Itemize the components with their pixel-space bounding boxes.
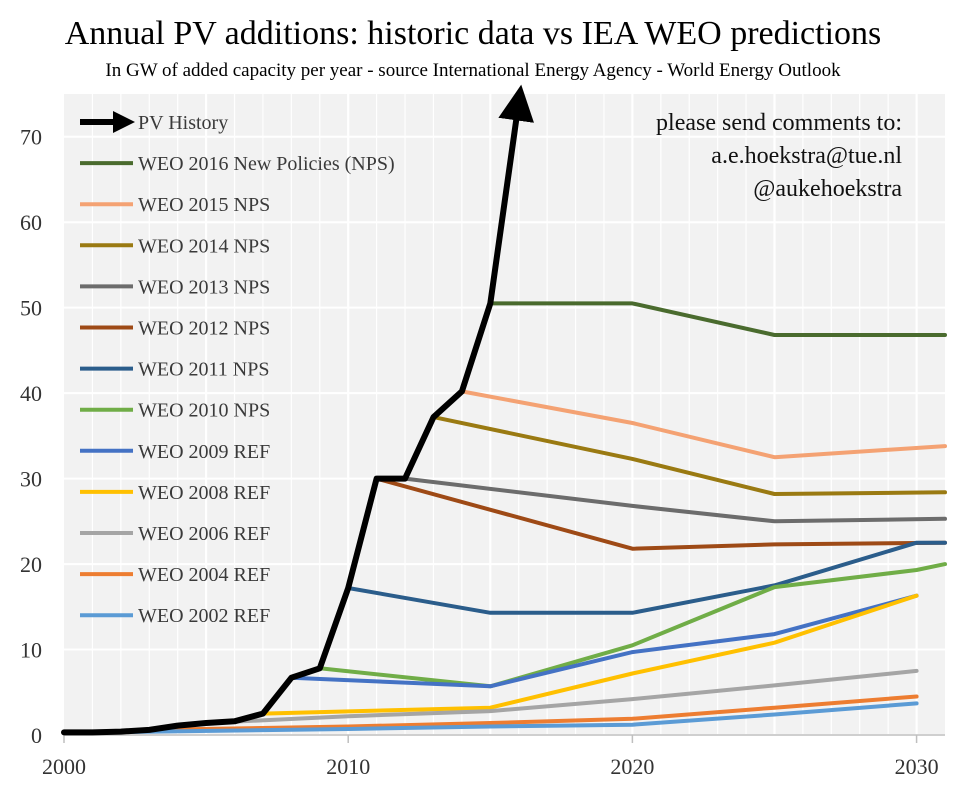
y-tick-label: 20 xyxy=(20,552,42,577)
legend-label: WEO 2010 NPS xyxy=(138,400,270,422)
legend-entry-weo-2014-nps: WEO 2014 NPS xyxy=(80,235,270,257)
series-line-weo-2011-nps xyxy=(346,540,947,615)
legend-entry-weo-2009-ref: WEO 2009 REF xyxy=(80,441,270,463)
legend-label: WEO 2016 New Policies (NPS) xyxy=(138,153,395,175)
legend-label: WEO 2008 REF xyxy=(138,482,270,504)
legend-label: WEO 2004 REF xyxy=(138,564,270,586)
grid xyxy=(64,94,945,736)
series-line-weo-2006-ref xyxy=(204,668,919,725)
legend-entry-weo-2012-nps: WEO 2012 NPS xyxy=(80,318,270,340)
comment-line: please send comments to: xyxy=(656,110,902,136)
legend-entry-weo-2011-nps: WEO 2011 NPS xyxy=(80,359,269,381)
legend-label: WEO 2013 NPS xyxy=(138,276,270,298)
x-tick-label: 2030 xyxy=(895,754,939,779)
legend: PV History WEO 2016 New Policies (NPS) WEO… xyxy=(80,111,395,627)
legend-entry-weo-2010-nps: WEO 2010 NPS xyxy=(80,400,270,422)
series-line-weo-2015-nps xyxy=(459,389,947,460)
series-line-weo-2012-nps xyxy=(374,476,947,551)
x-tick-label: 2020 xyxy=(610,754,654,779)
y-tick-label: 0 xyxy=(31,723,42,748)
chart-title: Annual PV additions: historic data vs IE… xyxy=(65,15,882,52)
series-line-weo-2002-ref xyxy=(90,701,919,735)
legend-label: WEO 2014 NPS xyxy=(138,235,270,257)
y-tick-label: 40 xyxy=(20,381,42,406)
chart-subtitle: In GW of added capacity per year - sourc… xyxy=(105,60,841,81)
series-line-pv-history xyxy=(61,84,535,736)
comment-line: a.e.hoekstra@tue.nl xyxy=(711,143,902,169)
legend-label: PV History xyxy=(138,112,228,134)
series-line-weo-2014-nps xyxy=(431,415,947,496)
series-line-weo-2004-ref xyxy=(147,694,919,732)
series-line-weo-2009-ref xyxy=(289,593,919,689)
legend-label: WEO 2012 NPS xyxy=(138,318,270,340)
legend-arrow-icon xyxy=(113,111,135,133)
legend-label: WEO 2002 REF xyxy=(138,605,270,627)
legend-label: WEO 2015 NPS xyxy=(138,194,270,216)
y-tick-label: 50 xyxy=(20,296,42,321)
y-tick-label: 60 xyxy=(20,210,42,235)
comment-line: @aukehoekstra xyxy=(753,176,902,202)
series-lines xyxy=(61,84,947,736)
legend-entry-weo-2008-ref: WEO 2008 REF xyxy=(80,482,270,504)
y-tick-label: 30 xyxy=(20,467,42,492)
y-tick-label: 10 xyxy=(20,638,42,663)
legend-entry-weo-2004-ref: WEO 2004 REF xyxy=(80,564,270,586)
legend-entry-weo-2013-nps: WEO 2013 NPS xyxy=(80,276,270,298)
legend-entry-weo-2016-new-policies-nps: WEO 2016 New Policies (NPS) xyxy=(80,153,395,175)
series-line-weo-2013-nps xyxy=(403,476,947,524)
x-tick-label: 2010 xyxy=(326,754,370,779)
comment-annotation: please send comments to: a.e.hoekstra@tue… xyxy=(656,110,902,202)
legend-entry-weo-2015-nps: WEO 2015 NPS xyxy=(80,194,270,216)
series-line-weo-2008-ref xyxy=(260,593,919,716)
series-line-weo-2016-new-policies-nps xyxy=(488,301,947,337)
x-tick-label: 2000 xyxy=(42,754,86,779)
y-tick-label: 70 xyxy=(20,125,42,150)
legend-entry-pv-history: PV History xyxy=(80,111,228,134)
legend-label: WEO 2006 REF xyxy=(138,523,270,545)
legend-label: WEO 2011 NPS xyxy=(138,359,269,381)
legend-entry-weo-2002-ref: WEO 2002 REF xyxy=(80,605,270,627)
legend-entry-weo-2006-ref: WEO 2006 REF xyxy=(80,523,270,545)
legend-label: WEO 2009 REF xyxy=(138,441,270,463)
